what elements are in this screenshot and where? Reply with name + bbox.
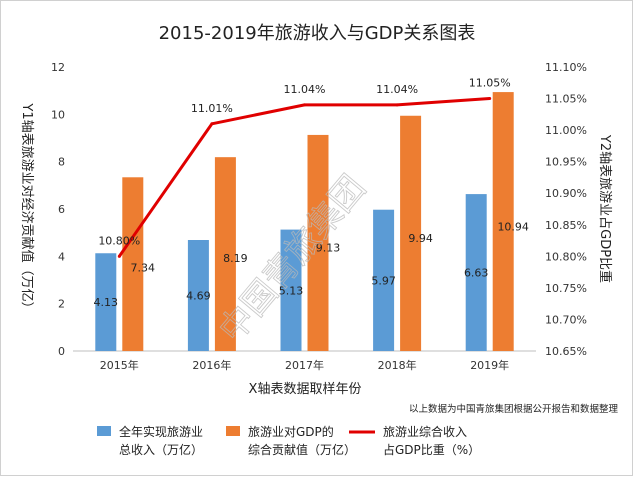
y2-axis: 10.65% 10.70% 10.75% 10.80% 10.85% 10.90% 10.9… bbox=[545, 61, 587, 358]
bar-value-label: 5.13 bbox=[279, 284, 304, 297]
y1-axis-label: Y1轴表旅游业对经济贡献值（万亿） bbox=[19, 102, 35, 314]
bar-total-revenue bbox=[280, 229, 302, 351]
x-tick-label: 2015年 bbox=[100, 358, 139, 372]
x-tick-label: 2016年 bbox=[192, 358, 231, 372]
share-of-gdp-point bbox=[395, 103, 399, 107]
share-of-gdp-point bbox=[488, 97, 492, 101]
y2-tick-label: 11.10% bbox=[545, 61, 587, 74]
bar-gdp-contribution bbox=[214, 157, 236, 351]
legend-label: 全年实现旅游业 bbox=[119, 424, 203, 439]
line-value-label: 11.01% bbox=[191, 102, 233, 115]
y2-tick-label: 10.95% bbox=[545, 156, 587, 169]
y2-tick-label: 10.85% bbox=[545, 219, 587, 232]
legend-label: 综合贡献值（万亿） bbox=[248, 442, 356, 457]
line-layer: 10.80% 11.01% 11.04% 11.04% 11.05% bbox=[98, 77, 511, 258]
line-value-label: 11.05% bbox=[469, 77, 511, 90]
line-value-label: 11.04% bbox=[284, 83, 326, 96]
bar-gdp-contribution bbox=[307, 134, 329, 351]
bar-total-revenue bbox=[95, 253, 117, 351]
x-tick-label: 2017年 bbox=[285, 358, 324, 372]
bars-layer bbox=[95, 92, 514, 352]
bar-gdp-contribution bbox=[400, 115, 422, 352]
x-tick-label: 2019年 bbox=[470, 358, 509, 372]
x-axis-label: X轴表数据取样年份 bbox=[249, 382, 362, 397]
y2-tick-label: 10.80% bbox=[545, 250, 587, 263]
bar-value-label: 4.13 bbox=[94, 296, 119, 309]
x-tick-label: 2018年 bbox=[378, 358, 417, 372]
line-value-label: 10.80% bbox=[98, 234, 140, 247]
bar-value-label: 6.63 bbox=[464, 267, 489, 280]
x-axis: 2015年 2016年 2017年 2018年 2019年 bbox=[73, 350, 536, 372]
y2-axis-label: Y2轴表旅游业占GDP比重 bbox=[597, 134, 613, 283]
source-annotation: 以上数据为中国青旅集团根据公开报告和数据整理 bbox=[409, 403, 619, 415]
y1-tick-label: 8 bbox=[58, 156, 65, 169]
bar-value-label: 9.94 bbox=[408, 232, 433, 245]
y2-tick-label: 10.75% bbox=[545, 282, 587, 295]
y1-tick-label: 2 bbox=[58, 298, 65, 311]
y1-tick-label: 6 bbox=[58, 203, 65, 216]
legend-label: 总收入（万亿） bbox=[119, 442, 203, 457]
bar-total-revenue bbox=[465, 194, 487, 351]
y1-tick-label: 0 bbox=[58, 345, 65, 358]
y2-tick-label: 10.90% bbox=[545, 187, 587, 200]
chart-title: 2015-2019年旅游收入与GDP关系图表 bbox=[159, 23, 476, 44]
legend-label: 旅游业综合收入 bbox=[383, 424, 467, 439]
legend-label: 旅游业对GDP的 bbox=[248, 424, 334, 439]
bar-labels-layer: 4.13 4.69 5.13 5.97 6.63 7.34 8.19 9.13 9.94 10.9… bbox=[94, 221, 529, 309]
legend-swatch bbox=[97, 426, 111, 436]
y1-tick-label: 10 bbox=[51, 108, 65, 121]
share-of-gdp-point bbox=[303, 103, 306, 107]
bar-gdp-contribution bbox=[492, 92, 514, 351]
bar-total-revenue bbox=[373, 209, 395, 351]
y1-tick-label: 4 bbox=[58, 250, 65, 263]
legend-swatch bbox=[226, 426, 240, 436]
share-of-gdp-point bbox=[117, 254, 121, 258]
y2-tick-label: 10.70% bbox=[545, 313, 587, 326]
bar-value-label: 4.69 bbox=[186, 290, 211, 303]
y2-tick-label: 10.65% bbox=[545, 345, 587, 358]
legend-label: 占GDP比重（%） bbox=[383, 442, 480, 457]
y1-axis: 0 2 4 6 8 10 12 bbox=[51, 61, 65, 358]
bar-total-revenue bbox=[187, 240, 209, 351]
bar-value-label: 8.19 bbox=[223, 252, 248, 265]
bar-value-label: 5.97 bbox=[371, 274, 396, 287]
share-of-gdp-point bbox=[210, 122, 214, 126]
bar-gdp-contribution bbox=[122, 177, 144, 351]
bar-value-label: 7.34 bbox=[131, 262, 156, 275]
y2-tick-label: 11.00% bbox=[545, 124, 587, 137]
line-value-label: 11.04% bbox=[376, 83, 418, 96]
bar-value-label: 10.94 bbox=[497, 221, 529, 234]
y1-tick-label: 12 bbox=[51, 61, 65, 74]
bar-value-label: 9.13 bbox=[316, 241, 341, 254]
y2-tick-label: 11.05% bbox=[545, 93, 587, 106]
